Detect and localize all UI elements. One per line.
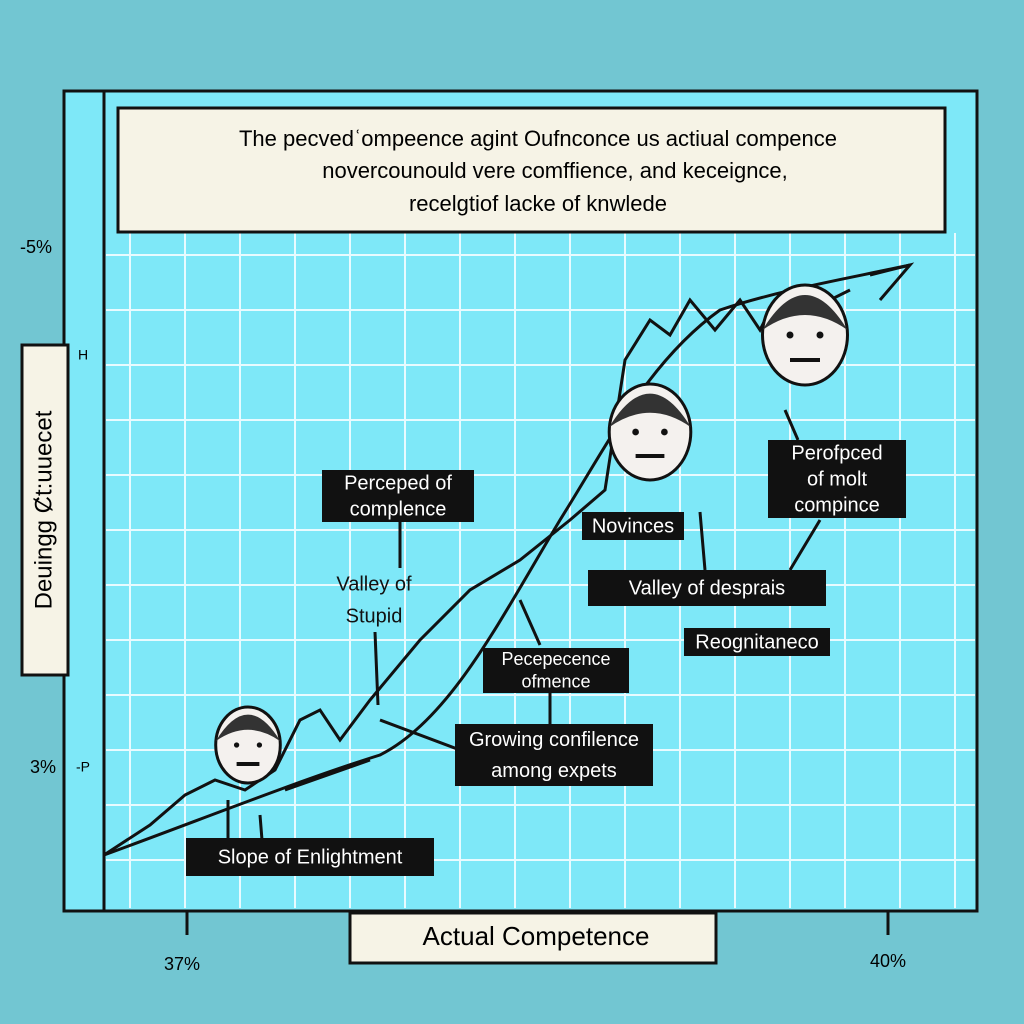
title-line: recelgtiof lacke of knwlede bbox=[409, 191, 667, 216]
hair bbox=[609, 393, 691, 428]
callout-box bbox=[455, 724, 653, 786]
eye bbox=[786, 331, 794, 339]
callouts: Perceped of complence Valley of Stupid Pecep… bbox=[186, 440, 906, 876]
callout-text: Novinces bbox=[592, 515, 674, 537]
callout-text: ofmence bbox=[521, 672, 590, 692]
callout-box bbox=[483, 648, 629, 693]
callout-text: Pecepecence bbox=[501, 649, 610, 669]
callout-text: Reognitaneco bbox=[695, 631, 818, 653]
callout-text: of molt bbox=[807, 468, 867, 490]
callout-text: among expets bbox=[491, 760, 617, 782]
curves bbox=[103, 262, 915, 857]
callout-box bbox=[322, 470, 474, 522]
callout-box bbox=[186, 838, 434, 876]
hair bbox=[762, 295, 848, 330]
eye bbox=[661, 428, 668, 436]
y-tick-label: -P bbox=[76, 759, 90, 775]
callout-text: Perceped of bbox=[344, 472, 452, 494]
x-tick-label: 40% bbox=[870, 951, 906, 971]
x-axis-label: Actual Competence bbox=[423, 921, 650, 951]
curve bbox=[103, 288, 851, 857]
title-box bbox=[116, 106, 947, 234]
callout-text: Valley of bbox=[336, 573, 412, 595]
title-line: novercounould vere comffience, and kecei… bbox=[322, 158, 788, 183]
eye bbox=[256, 742, 263, 748]
callout-text: Stupid bbox=[346, 605, 403, 627]
eye bbox=[632, 428, 639, 436]
callout-text: Valley of desprais bbox=[629, 577, 785, 599]
eye bbox=[816, 331, 824, 339]
x-label-box bbox=[348, 911, 718, 965]
y-tick-label: H bbox=[78, 347, 88, 363]
callout-text: complence bbox=[350, 498, 447, 520]
callout-text: compince bbox=[794, 494, 880, 516]
curve bbox=[103, 263, 911, 857]
y-tick-label: -5% bbox=[20, 237, 52, 257]
callout-box bbox=[768, 440, 906, 518]
y-label-box bbox=[20, 343, 70, 677]
callout-box bbox=[684, 628, 830, 656]
callout-text: Slope of Enlightment bbox=[218, 846, 403, 868]
y-tick-label: 3% bbox=[30, 757, 56, 777]
callout-text: Growing confilence bbox=[469, 729, 639, 751]
hair bbox=[215, 714, 281, 742]
callout-box bbox=[588, 570, 826, 606]
callout-box bbox=[582, 512, 684, 540]
x-tick-label: 37% bbox=[164, 954, 200, 974]
y-axis-label: Deuingg Ȼt:uuecet bbox=[30, 410, 57, 609]
callout-text: Perofpced bbox=[791, 442, 882, 464]
pointer-line bbox=[226, 409, 822, 841]
eye bbox=[233, 742, 240, 748]
title-line: The pecvedʿompeence agint Oufnconce us a… bbox=[239, 126, 837, 151]
faces bbox=[214, 283, 849, 785]
